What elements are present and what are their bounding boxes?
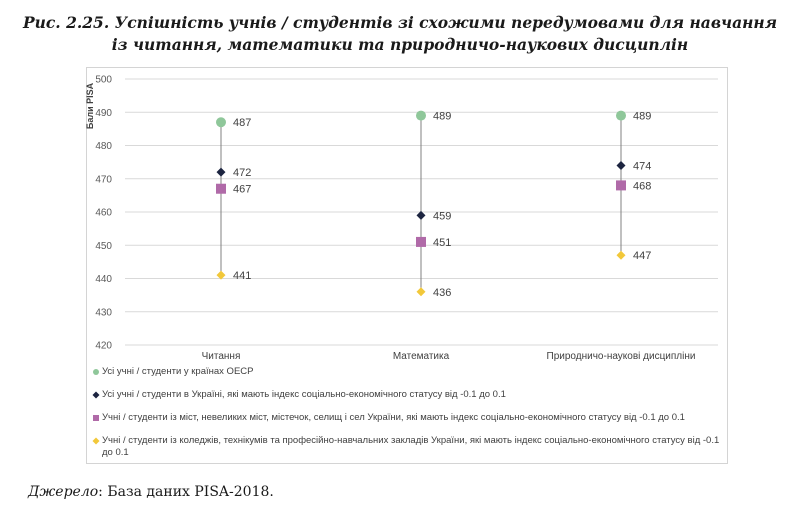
y-tick-label: 470 bbox=[95, 174, 112, 185]
source-text: : База даних PISA-2018. bbox=[98, 484, 274, 500]
data-label: 441 bbox=[233, 270, 251, 282]
data-label: 459 bbox=[433, 210, 451, 222]
legend-diamond-shape bbox=[92, 391, 100, 399]
source-note: Джерело: База даних PISA-2018. bbox=[28, 484, 274, 500]
y-axis-ticks: 420 430 440 450 460 470 480 490 500 bbox=[95, 75, 112, 352]
y-axis-label: Бали PISA bbox=[85, 82, 95, 129]
legend-label-ukraine-city: Учні / студенти із міст, невеликих міст,… bbox=[102, 412, 685, 423]
y-tick-label: 450 bbox=[95, 241, 112, 252]
data-label: 468 bbox=[633, 180, 651, 192]
chart-range-lines bbox=[220, 115, 622, 292]
y-tick-label: 440 bbox=[95, 274, 112, 285]
y-tick-label: 500 bbox=[95, 75, 112, 86]
source-label: Джерело bbox=[28, 484, 99, 500]
data-label: 489 bbox=[433, 111, 451, 123]
marker-square bbox=[616, 180, 626, 191]
y-tick-label: 460 bbox=[95, 208, 112, 219]
marker-circle bbox=[216, 117, 226, 128]
marker-diamond bbox=[416, 287, 426, 297]
legend-square-shape bbox=[93, 415, 99, 421]
marker-diamond bbox=[416, 210, 426, 220]
marker-circle bbox=[616, 110, 626, 121]
data-label: 474 bbox=[633, 160, 651, 172]
marker-square bbox=[216, 183, 226, 194]
legend-circle-shape bbox=[93, 369, 99, 375]
y-tick-label: 480 bbox=[95, 141, 112, 152]
data-label: 451 bbox=[433, 237, 451, 249]
marker-diamond bbox=[616, 250, 626, 260]
y-tick-label: 420 bbox=[95, 341, 112, 352]
data-label: 436 bbox=[433, 287, 451, 299]
legend-diamond-icon bbox=[92, 391, 100, 399]
data-label: 487 bbox=[233, 117, 251, 129]
marker-square bbox=[416, 236, 426, 247]
legend-label-oecd: Усі учні / студенти у країнах ОЕСР bbox=[102, 366, 254, 377]
legend-diamond-icon bbox=[92, 437, 100, 445]
legend-item-oecd: Усі учні / студенти у країнах ОЕСР bbox=[92, 366, 722, 378]
y-tick-label: 490 bbox=[95, 108, 112, 119]
legend-item-ukraine-all: Усі учні / студенти в Україні, які мають… bbox=[92, 389, 722, 401]
chart-markers bbox=[216, 110, 626, 297]
legend-item-ukraine-city: Учні / студенти із міст, невеликих міст,… bbox=[92, 412, 722, 424]
marker-circle bbox=[416, 110, 426, 121]
figure-title-line-2: із читання, математики та природничо-нау… bbox=[111, 35, 689, 54]
x-category-label: Математика bbox=[393, 351, 450, 362]
legend-circle-icon bbox=[93, 369, 99, 375]
legend-square-icon bbox=[93, 415, 99, 421]
legend-label-ukraine-all: Усі учні / студенти в Україні, які мають… bbox=[102, 389, 506, 400]
x-category-label: Читання bbox=[202, 351, 241, 362]
x-axis-categories: Читання Математика Природничо-наукові дисц… bbox=[202, 351, 696, 362]
chart-area bbox=[86, 67, 728, 464]
x-category-label: Природничо-наукові дисципліни bbox=[547, 351, 696, 362]
legend-label-ukraine-college: Учні / студенти із коледжів, технікумів … bbox=[102, 435, 720, 458]
y-tick-label: 430 bbox=[95, 307, 112, 318]
legend-diamond-shape bbox=[92, 437, 100, 445]
marker-diamond bbox=[616, 160, 626, 170]
legend-item-ukraine-college: Учні / студенти із коледжів, технікумів … bbox=[92, 435, 722, 459]
data-label: 489 bbox=[633, 111, 651, 123]
data-label: 447 bbox=[633, 250, 651, 262]
chart-data-labels: 487 489 489 472 459 474 467 451 468 441 436 447 bbox=[233, 111, 651, 299]
figure-title-line-1: Рис. 2.25. Успішність учнів / студентів … bbox=[22, 13, 778, 32]
data-label: 472 bbox=[233, 167, 251, 179]
marker-diamond bbox=[216, 270, 226, 280]
data-label: 467 bbox=[233, 184, 251, 196]
marker-diamond bbox=[216, 167, 226, 177]
figure-title: Рис. 2.25. Успішність учнів / студентів … bbox=[0, 12, 800, 56]
